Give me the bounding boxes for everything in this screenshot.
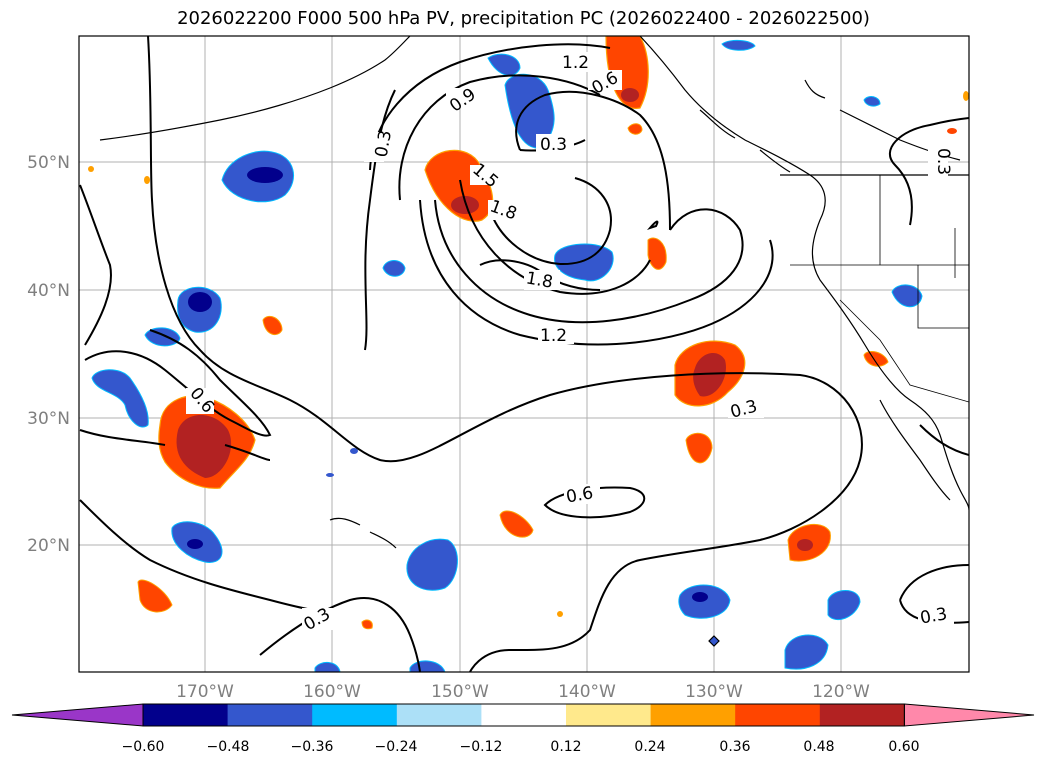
lon-tick: 140°W [558, 682, 616, 702]
colorbar-tick: −0.60 [122, 739, 165, 755]
contour-label: 1.2 [540, 326, 567, 346]
colorbar-swatch [650, 704, 736, 726]
contour-label: 0.6 [565, 483, 595, 507]
colorbar-swatch [143, 704, 229, 726]
longitude-ticks: 170°W 160°W 150°W 140°W 130°W 120°W [176, 682, 870, 702]
colorbar-tick: 0.60 [888, 739, 919, 755]
contour-label: 0.3 [933, 148, 953, 175]
colorbar-swatch [819, 704, 905, 726]
contour-label: 1.8 [524, 268, 554, 292]
map-title: 2026022200 F000 500 hPa PV, precipitatio… [177, 8, 870, 29]
colorbar-swatch [566, 704, 652, 726]
colorbar-swatch [227, 704, 313, 726]
colorbar-tick: −0.48 [207, 739, 250, 755]
colorbar [11, 703, 1035, 727]
colorbar-extend-max [903, 703, 1035, 727]
lon-tick: 160°W [303, 682, 361, 702]
colorbar-swatch [396, 704, 482, 726]
colorbar-tick: −0.36 [291, 739, 334, 755]
lat-tick: 40°N [27, 281, 70, 301]
contour-label: 0.3 [540, 135, 567, 155]
contour-label: 1.2 [562, 53, 589, 73]
colorbar-outline [142, 703, 905, 727]
colorbar-swatch [481, 704, 567, 726]
lon-tick: 120°W [812, 682, 870, 702]
lat-tick: 50°N [27, 153, 70, 173]
colorbar-ticks: −0.60 −0.48 −0.36 −0.24 −0.12 0.12 0.24 … [122, 739, 920, 755]
negative-precip-anomalies [91, 39, 923, 672]
colorbar-tick: 0.24 [634, 739, 665, 755]
lon-tick: 150°W [431, 682, 489, 702]
contour-labels: 1.2 0.6 0.9 0.3 0.3 1.5 1.8 1.8 1.2 0.3 … [185, 52, 954, 635]
colorbar-tick: 0.36 [719, 739, 750, 755]
colorbar-tick: 0.12 [550, 739, 581, 755]
lat-tick: 20°N [27, 536, 70, 556]
colorbar-tick: 0.48 [803, 739, 834, 755]
lon-tick: 170°W [176, 682, 234, 702]
lat-tick: 30°N [27, 409, 70, 429]
colorbar-extend-min [11, 703, 144, 727]
colorbar-tick: −0.24 [375, 739, 418, 755]
colorbar-tick: −0.12 [460, 739, 503, 755]
contour-label: 0.3 [372, 129, 396, 159]
plot-frame [78, 35, 970, 673]
colorbar-swatch [735, 704, 821, 726]
lon-tick: 130°W [685, 682, 743, 702]
latitude-ticks: 50°N 40°N 30°N 20°N [27, 153, 70, 556]
colorbar-swatch [312, 704, 398, 726]
contour-label: 0.3 [919, 604, 949, 628]
